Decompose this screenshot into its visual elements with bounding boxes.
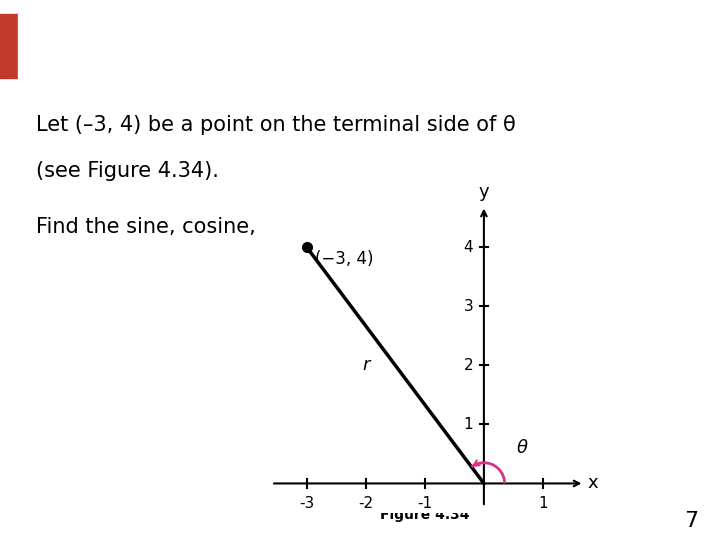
Text: 2: 2 <box>464 358 473 373</box>
Text: 3: 3 <box>464 299 473 314</box>
Text: Example 1 –: Example 1 – <box>43 32 238 60</box>
Text: Figure 4.34: Figure 4.34 <box>380 508 469 522</box>
Text: y: y <box>479 183 489 201</box>
Text: θ: θ <box>516 439 527 457</box>
Bar <box>0 14 18 78</box>
Text: Find the sine, cosine, and tangent of θ.: Find the sine, cosine, and tangent of θ. <box>36 217 442 237</box>
Text: Let (–3, 4) be a point on the terminal side of θ: Let (–3, 4) be a point on the terminal s… <box>36 115 516 135</box>
Text: (−3, 4): (−3, 4) <box>315 250 374 268</box>
Text: 1: 1 <box>464 417 473 432</box>
Text: -3: -3 <box>299 496 314 511</box>
Text: Evaluating Trigonometric Functions: Evaluating Trigonometric Functions <box>169 32 720 60</box>
Text: 1: 1 <box>538 496 548 511</box>
Bar <box>18 14 25 78</box>
Text: -2: -2 <box>358 496 373 511</box>
Text: x: x <box>588 475 598 492</box>
Text: r: r <box>362 356 369 374</box>
Text: -1: -1 <box>417 496 433 511</box>
Text: 4: 4 <box>464 240 473 254</box>
Text: (see Figure 4.34).: (see Figure 4.34). <box>36 161 219 181</box>
Text: 7: 7 <box>684 511 698 531</box>
